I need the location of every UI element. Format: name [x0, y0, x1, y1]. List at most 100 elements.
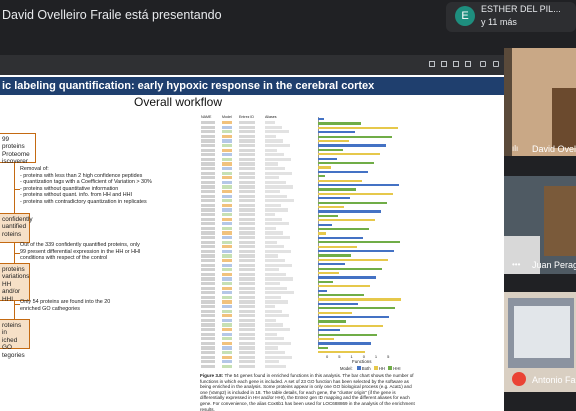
participant-tile-2[interactable]: ••• Juan Perag — [504, 176, 576, 274]
chart-bar — [318, 184, 399, 187]
chart-bar — [318, 131, 355, 134]
window-maximize-icon[interactable] — [493, 61, 499, 67]
chart-bar — [318, 307, 395, 310]
top-bar: David Ovelleiro Fraile está presentando … — [0, 0, 576, 50]
participants-more: y 11 más — [481, 17, 517, 27]
chart-bar — [318, 206, 344, 209]
chart-bar — [318, 188, 356, 191]
table-row — [199, 282, 295, 286]
chart-bar — [318, 245, 357, 248]
toolbar-grid-icon[interactable] — [465, 61, 471, 67]
table-row — [199, 291, 295, 295]
table-row — [199, 314, 295, 318]
chart-bar — [318, 232, 326, 235]
table-row — [199, 254, 295, 258]
table-row — [199, 364, 295, 369]
chart-bar — [318, 201, 387, 204]
chart-bar — [318, 228, 369, 231]
table-row — [199, 217, 295, 221]
chart-bar — [318, 140, 349, 143]
chart-bar — [318, 272, 339, 275]
table-row — [199, 295, 295, 300]
chart-bar — [318, 162, 374, 165]
table-row — [199, 323, 295, 327]
chart-bar — [318, 223, 332, 226]
table-row — [199, 309, 295, 313]
chart-legend: Model: Both HH HHI — [340, 366, 401, 371]
chart-bar — [318, 338, 334, 341]
go-note: Only 54 proteins are found into the 20 e… — [20, 299, 111, 312]
table-row — [199, 277, 295, 281]
table-header-name: NAME — [201, 115, 212, 119]
participant-name: ESTHER DEL PIL... — [481, 4, 561, 14]
table-row — [199, 144, 295, 148]
chart-bar — [318, 258, 388, 262]
table-row — [199, 305, 295, 309]
table-row — [199, 259, 295, 263]
table-row — [199, 185, 295, 189]
table-row — [199, 139, 295, 143]
table-row — [199, 134, 295, 139]
chart-bar — [318, 289, 327, 292]
chart-bar — [318, 250, 394, 253]
table-row — [199, 125, 295, 129]
slide-toolbar — [0, 55, 504, 75]
table-row — [199, 171, 295, 175]
slide-title: ic labeling quantification: early hypoxi… — [0, 77, 504, 95]
gene-table: NAME Model Entrez ID Aliases — [199, 115, 295, 371]
table-row — [199, 180, 295, 185]
table-row — [199, 208, 295, 212]
arrow — [14, 301, 15, 319]
toolbar-grid-icon[interactable] — [453, 61, 459, 67]
table-row — [199, 203, 295, 208]
chart-bar — [318, 294, 364, 297]
table-row — [199, 231, 295, 235]
table-row — [199, 176, 295, 180]
participant-avatar: E — [455, 6, 475, 26]
arrow — [14, 253, 20, 254]
table-row — [199, 162, 295, 166]
chart-bar — [318, 236, 363, 240]
table-row — [199, 190, 295, 194]
table-row — [199, 337, 295, 341]
chart-bar — [318, 267, 382, 270]
chart-bar — [318, 280, 333, 284]
participant-tile-3[interactable]: Antonio Fa — [504, 292, 576, 392]
more-icon[interactable]: ••• — [512, 260, 521, 269]
table-row — [199, 213, 295, 217]
table-row — [199, 318, 295, 323]
table-row — [199, 249, 295, 254]
functions-bar-chart — [297, 115, 409, 355]
table-row — [199, 272, 295, 277]
chart-bar — [318, 192, 393, 196]
chart-bar — [318, 166, 331, 169]
workflow-title: Overall workflow — [134, 95, 223, 109]
x-axis-label: Functions — [352, 359, 372, 364]
arrow — [14, 163, 15, 213]
table-row — [199, 130, 295, 134]
chart-bar — [318, 254, 351, 257]
chart-bar — [318, 175, 325, 178]
table-row — [199, 157, 295, 162]
chart-bar — [318, 324, 383, 328]
chart-bar — [318, 342, 371, 345]
chart-bar — [318, 276, 376, 279]
table-row — [199, 360, 295, 364]
participant-tile-1[interactable]: ılı David Ovel — [504, 48, 576, 156]
table-row — [199, 268, 295, 272]
workflow-box-start: 99 proteins Proteome iscoverer — [0, 133, 36, 165]
mic-muted-icon — [512, 372, 526, 386]
chart-bar — [318, 346, 328, 350]
window-restore-icon[interactable] — [480, 61, 486, 67]
toolbar-grid-icon[interactable] — [429, 61, 435, 67]
x-ticks: 051015 — [326, 354, 400, 359]
arrow — [14, 304, 20, 305]
table-row — [199, 341, 295, 346]
toolbar-grid-icon[interactable] — [441, 61, 447, 67]
workflow-box-go: roteins in iched GO tegories — [0, 319, 30, 359]
table-row — [199, 199, 295, 203]
chart-bar — [318, 333, 377, 336]
chart-bar — [318, 153, 380, 156]
differential-note: Out of the 339 confidently quantified pr… — [20, 242, 141, 262]
arrow — [14, 189, 20, 190]
